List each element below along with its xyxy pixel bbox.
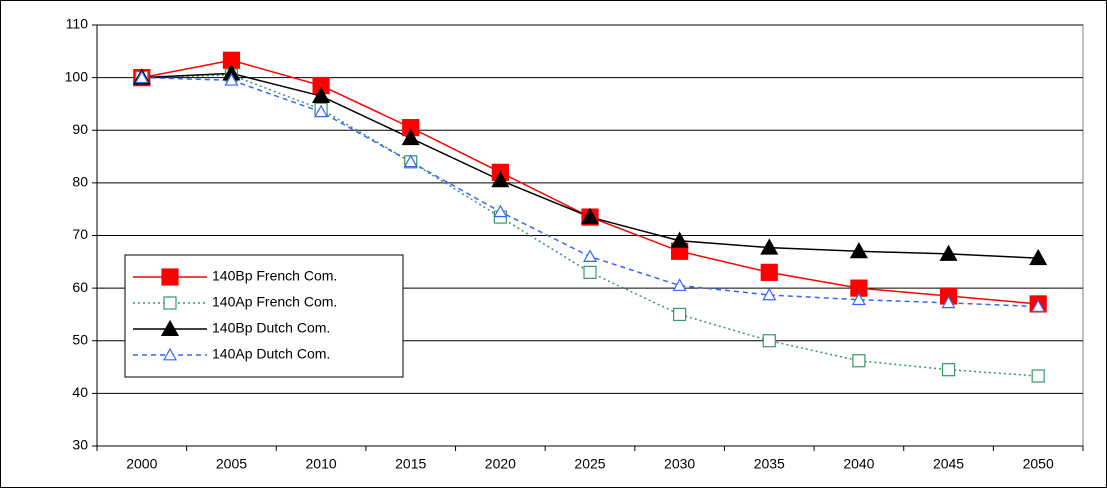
y-tick-label: 100	[65, 68, 89, 84]
marker	[760, 263, 778, 281]
x-tick-label: 2035	[754, 456, 785, 472]
y-tick-label: 80	[72, 174, 88, 190]
x-tick-label: 2050	[1023, 456, 1054, 472]
legend-marker	[163, 296, 177, 310]
marker	[134, 70, 149, 84]
marker	[849, 242, 868, 259]
marker	[941, 363, 956, 377]
x-tick-label: 2000	[126, 456, 157, 472]
marker	[491, 171, 510, 188]
marker	[852, 354, 866, 368]
legend-label: 140Bp French Com.	[212, 268, 337, 284]
marker	[583, 265, 597, 279]
x-tick-label: 2020	[485, 456, 516, 472]
marker	[403, 154, 418, 168]
marker	[1031, 369, 1045, 383]
marker	[493, 204, 508, 218]
legend-label: 140Bp Dutch Com.	[212, 320, 330, 336]
marker	[1029, 248, 1048, 266]
marker	[760, 238, 779, 255]
marker	[312, 86, 331, 104]
marker	[582, 249, 598, 262]
x-tick-label: 2010	[306, 456, 337, 472]
legend-marker	[160, 319, 180, 336]
y-tick-label: 40	[72, 384, 88, 400]
x-tick-label: 2005	[216, 456, 247, 472]
y-tick-label: 90	[72, 121, 88, 137]
marker	[941, 295, 956, 309]
x-tick-label: 2015	[395, 456, 426, 472]
legend-marker	[162, 347, 178, 361]
legend-marker	[161, 268, 179, 286]
marker	[314, 104, 329, 118]
y-tick-label: 60	[72, 279, 88, 295]
y-tick-label: 70	[72, 226, 88, 242]
legend-label: 140Ap Dutch Com.	[212, 346, 330, 362]
marker	[939, 244, 958, 261]
legend: 140Bp French Com. 140Ap French Com. 140Bp …	[124, 254, 404, 378]
x-tick-label: 2045	[933, 456, 964, 472]
x-tick-label: 2040	[843, 456, 874, 472]
marker	[672, 278, 687, 291]
marker	[1031, 299, 1046, 312]
marker	[762, 287, 777, 301]
y-tick-label: 50	[72, 331, 88, 347]
x-tick-label: 2025	[574, 456, 605, 472]
marker	[762, 334, 776, 348]
marker	[670, 231, 689, 248]
y-tick-label: 30	[72, 437, 88, 453]
x-tick-label: 2030	[664, 456, 695, 472]
marker	[580, 207, 600, 225]
marker	[673, 307, 687, 322]
y-tick-label: 110	[66, 16, 89, 32]
legend-label: 140Ap French Com.	[212, 294, 337, 310]
marker	[851, 292, 866, 306]
marker	[224, 73, 239, 86]
marker	[401, 128, 420, 146]
